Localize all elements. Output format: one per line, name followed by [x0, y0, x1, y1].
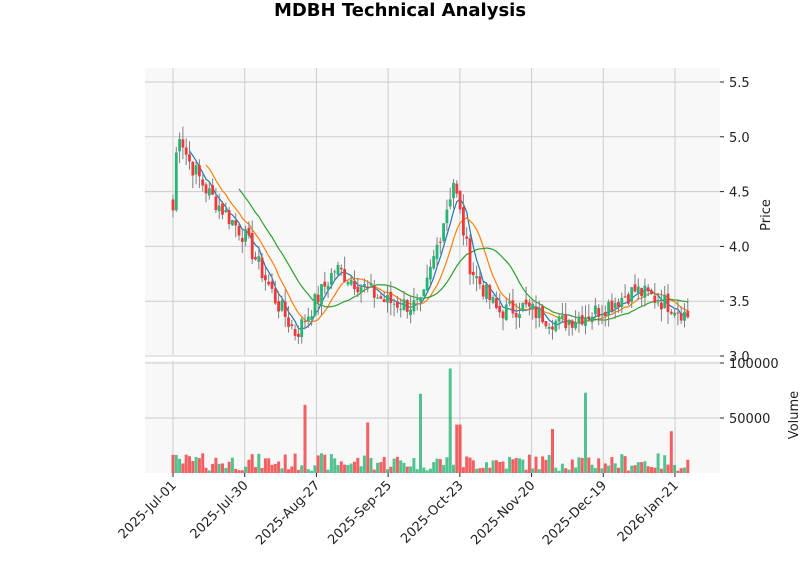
svg-text:5.0: 5.0: [729, 131, 750, 146]
svg-text:50000: 50000: [729, 412, 770, 427]
svg-text:4.0: 4.0: [729, 240, 750, 255]
svg-text:3.5: 3.5: [729, 295, 750, 310]
volume-axis: 50000 100000: [720, 357, 779, 427]
volume-bars: [171, 368, 690, 473]
volume-panel: [145, 361, 720, 473]
svg-text:2025-Aug-27: 2025-Aug-27: [253, 478, 323, 548]
svg-text:2025-Dec-19: 2025-Dec-19: [540, 478, 610, 548]
candlesticks: [171, 126, 690, 345]
price-axis-label: Price: [759, 199, 774, 231]
svg-text:2025-Jul-01: 2025-Jul-01: [116, 478, 180, 542]
svg-text:2025-Jul-30: 2025-Jul-30: [188, 478, 252, 542]
svg-text:100000: 100000: [729, 357, 779, 372]
svg-text:2025-Oct-23: 2025-Oct-23: [398, 478, 466, 546]
svg-text:4.5: 4.5: [729, 186, 750, 201]
chart-title: MDBH Technical Analysis: [273, 0, 527, 21]
volume-grid: [145, 361, 720, 473]
price-panel: [145, 68, 720, 355]
volume-axis-label: Volume: [787, 391, 800, 439]
date-axis: 2025-Jul-01 2025-Jul-30 2025-Aug-27 2025-Se…: [116, 473, 682, 548]
svg-text:3.0: 3.0: [729, 350, 750, 365]
svg-text:5.5: 5.5: [729, 76, 750, 91]
svg-text:2025-Sep-25: 2025-Sep-25: [325, 478, 395, 548]
svg-text:2026-Jan-21: 2026-Jan-21: [615, 478, 682, 545]
price-axis: 3.0 3.5 4.0 4.5 5.0 5.5: [720, 76, 750, 365]
svg-text:2025-Nov-20: 2025-Nov-20: [468, 478, 538, 548]
